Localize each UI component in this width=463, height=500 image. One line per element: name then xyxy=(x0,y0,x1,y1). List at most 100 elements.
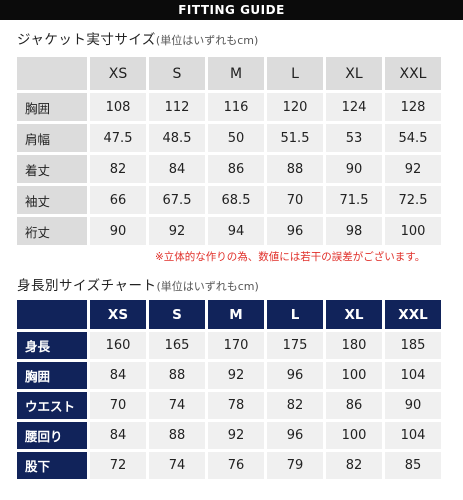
row-label: 身長 xyxy=(17,332,87,359)
fitting-guide-banner: FITTING GUIDE xyxy=(0,0,463,20)
body-header-row: XS S M L XL XXL xyxy=(17,300,441,329)
row-label: ウエスト xyxy=(17,392,87,419)
table-cell: 185 xyxy=(385,332,441,359)
table-cell: 51.5 xyxy=(267,124,323,152)
table-cell: 88 xyxy=(149,362,205,389)
table-cell: 71.5 xyxy=(326,186,382,214)
row-label: 胸囲 xyxy=(17,362,87,389)
jacket-size-header: XXL xyxy=(385,57,441,90)
table-cell: 48.5 xyxy=(149,124,205,152)
table-cell: 96 xyxy=(267,217,323,245)
table-cell: 72 xyxy=(90,452,146,479)
table-cell: 112 xyxy=(149,93,205,121)
table-cell: 74 xyxy=(149,392,205,419)
table-cell: 82 xyxy=(267,392,323,419)
table-row: 袖丈 66 67.5 68.5 70 71.5 72.5 xyxy=(17,186,441,214)
jacket-size-header: S xyxy=(149,57,205,90)
table-row: 着丈 82 84 86 88 90 92 xyxy=(17,155,441,183)
table-cell: 82 xyxy=(90,155,146,183)
table-cell: 79 xyxy=(267,452,323,479)
table-cell: 78 xyxy=(208,392,264,419)
body-title: 身長別サイズチャート xyxy=(17,278,157,294)
table-cell: 100 xyxy=(326,362,382,389)
table-cell: 86 xyxy=(326,392,382,419)
table-row: 裄丈 90 92 94 96 98 100 xyxy=(17,217,441,245)
body-size-header: M xyxy=(208,300,264,329)
table-cell: 90 xyxy=(385,392,441,419)
table-cell: 98 xyxy=(326,217,382,245)
row-label: 胸囲 xyxy=(17,93,87,121)
table-cell: 128 xyxy=(385,93,441,121)
table-cell: 74 xyxy=(149,452,205,479)
jacket-title: ジャケット実寸サイズ xyxy=(17,32,156,48)
row-label: 肩幅 xyxy=(17,124,87,152)
body-section-title: 身長別サイズチャート(単位はいずれもcm) xyxy=(17,274,259,294)
row-label: 着丈 xyxy=(17,155,87,183)
table-cell: 67.5 xyxy=(149,186,205,214)
table-cell: 53 xyxy=(326,124,382,152)
row-label: 腰回り xyxy=(17,422,87,449)
table-cell: 100 xyxy=(385,217,441,245)
table-cell: 96 xyxy=(267,362,323,389)
table-cell: 66 xyxy=(90,186,146,214)
jacket-section-title: ジャケット実寸サイズ(単位はいずれもcm) xyxy=(17,28,258,48)
table-cell: 76 xyxy=(208,452,264,479)
row-label: 裄丈 xyxy=(17,217,87,245)
table-cell: 86 xyxy=(208,155,264,183)
table-cell: 92 xyxy=(149,217,205,245)
table-cell: 108 xyxy=(90,93,146,121)
table-cell: 88 xyxy=(267,155,323,183)
table-cell: 165 xyxy=(149,332,205,359)
table-cell: 94 xyxy=(208,217,264,245)
table-cell: 175 xyxy=(267,332,323,359)
table-cell: 160 xyxy=(90,332,146,359)
jacket-corner-cell xyxy=(17,57,87,90)
body-size-header: XL xyxy=(326,300,382,329)
body-size-header: L xyxy=(267,300,323,329)
table-cell: 84 xyxy=(90,362,146,389)
table-cell: 116 xyxy=(208,93,264,121)
table-row: ウエスト 70 74 78 82 86 90 xyxy=(17,392,441,419)
table-cell: 180 xyxy=(326,332,382,359)
table-row: 股下 72 74 76 79 82 85 xyxy=(17,452,441,479)
table-cell: 104 xyxy=(385,362,441,389)
table-row: 身長 160 165 170 175 180 185 xyxy=(17,332,441,359)
jacket-header-row: XS S M L XL XXL xyxy=(17,57,441,90)
jacket-size-header: XS xyxy=(90,57,146,90)
body-unit: (単位はいずれもcm) xyxy=(156,280,259,293)
jacket-size-header: M xyxy=(208,57,264,90)
table-cell: 90 xyxy=(90,217,146,245)
table-cell: 104 xyxy=(385,422,441,449)
table-cell: 92 xyxy=(385,155,441,183)
table-cell: 84 xyxy=(90,422,146,449)
table-cell: 72.5 xyxy=(385,186,441,214)
table-cell: 92 xyxy=(208,422,264,449)
row-label: 股下 xyxy=(17,452,87,479)
table-cell: 96 xyxy=(267,422,323,449)
body-size-header: S xyxy=(149,300,205,329)
table-cell: 50 xyxy=(208,124,264,152)
table-cell: 120 xyxy=(267,93,323,121)
table-cell: 82 xyxy=(326,452,382,479)
measurement-note: ※立体的な作りの為、数値には若干の誤差がございます。 xyxy=(155,251,426,263)
jacket-unit: (単位はいずれもcm) xyxy=(155,34,259,47)
table-cell: 68.5 xyxy=(208,186,264,214)
table-cell: 85 xyxy=(385,452,441,479)
table-row: 胸囲 108 112 116 120 124 128 xyxy=(17,93,441,121)
table-row: 腰回り 84 88 92 96 100 104 xyxy=(17,422,441,449)
table-cell: 88 xyxy=(149,422,205,449)
table-cell: 47.5 xyxy=(90,124,146,152)
body-corner-cell xyxy=(17,300,87,329)
table-cell: 124 xyxy=(326,93,382,121)
table-cell: 92 xyxy=(208,362,264,389)
body-size-header: XXL xyxy=(385,300,441,329)
table-cell: 54.5 xyxy=(385,124,441,152)
table-row: 肩幅 47.5 48.5 50 51.5 53 54.5 xyxy=(17,124,441,152)
jacket-size-header: L xyxy=(267,57,323,90)
table-cell: 100 xyxy=(326,422,382,449)
table-cell: 84 xyxy=(149,155,205,183)
table-row: 胸囲 84 88 92 96 100 104 xyxy=(17,362,441,389)
jacket-size-header: XL xyxy=(326,57,382,90)
row-label: 袖丈 xyxy=(17,186,87,214)
body-size-table: XS S M L XL XXL 身長 160 165 170 175 180 1… xyxy=(14,297,444,482)
